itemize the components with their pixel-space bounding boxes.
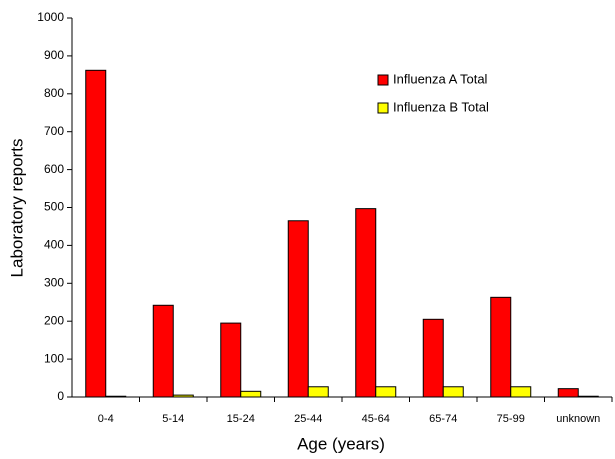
y-tick-label: 800 [44,86,64,100]
bar [375,386,397,398]
legend-swatch [377,74,389,86]
y-tick-label: 1000 [37,10,64,24]
x-tick-label: unknown [556,413,600,425]
bar [422,318,444,398]
x-tick-label: 15-24 [227,413,255,425]
y-tick-label: 600 [44,162,64,176]
y-tick-label: 100 [44,351,64,365]
bar [557,388,579,398]
legend-label: Influenza A Total [393,71,488,86]
bar [355,208,377,398]
x-tick-label: 75-99 [497,413,525,425]
y-tick-label: 200 [44,313,64,327]
legend-label: Influenza B Total [393,99,489,114]
x-tick-label: 65-74 [429,413,457,425]
bar [442,386,464,398]
bar [240,390,262,398]
bar [307,386,329,398]
bar [152,304,174,398]
y-tick-label: 900 [44,48,64,62]
bar [490,296,512,398]
bar [220,322,242,398]
x-axis-title: Age (years) [297,434,385,453]
y-tick-label: 300 [44,275,64,289]
bar [85,69,107,398]
bar [510,386,532,398]
y-axis-title: Laboratory reports [7,139,26,278]
y-tick-label: 700 [44,124,64,138]
y-tick-label: 0 [57,389,64,403]
x-tick-label: 25-44 [294,413,322,425]
y-tick-label: 500 [44,200,64,214]
x-tick-label: 0-4 [98,413,114,425]
bar [287,220,309,398]
x-tick-label: 5-14 [162,413,184,425]
y-tick-label: 400 [44,238,64,252]
legend-swatch [377,102,389,114]
x-tick-label: 45-64 [362,413,390,425]
